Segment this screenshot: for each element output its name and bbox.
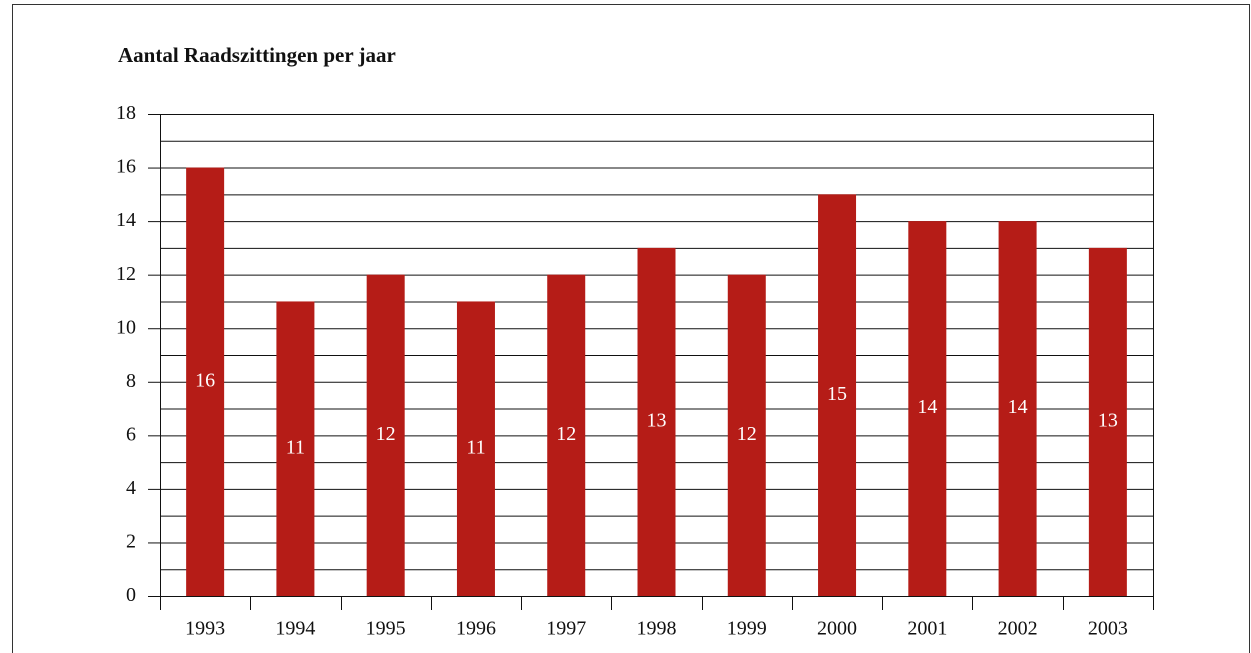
value-label: 12 [556,423,576,445]
x-tick-label: 1997 [546,618,586,640]
x-tick-label: 1999 [727,618,767,640]
x-tick-label: 1993 [185,618,225,640]
y-tick-label: 12 [116,263,136,285]
frame [12,4,1250,653]
y-tick-label: 18 [116,102,136,124]
bar [908,221,947,596]
bar [456,301,495,596]
x-tick-label: 2003 [1088,618,1128,640]
value-label: 12 [737,423,757,445]
x-tick-label: 2002 [998,618,1038,640]
value-label: 14 [1008,396,1028,418]
bar [1088,247,1127,596]
y-tick-label: 6 [126,423,136,445]
x-tick-label: 1998 [637,618,677,640]
x-tick-label: 1996 [456,618,496,640]
y-tick-label: 16 [116,156,136,178]
y-tick-label: 2 [126,531,136,553]
y-tick-label: 10 [116,316,136,338]
value-label: 14 [917,396,937,418]
value-label: 13 [647,410,667,432]
bar [998,221,1037,596]
y-tick-label: 14 [116,209,136,231]
x-tick-label: 2001 [907,618,947,640]
bar [547,274,586,596]
x-tick-label: 2000 [817,618,857,640]
bar [366,274,405,596]
value-label: 16 [195,369,215,391]
value-label: 11 [466,436,485,458]
y-tick-label: 8 [126,370,136,392]
value-label: 12 [376,423,396,445]
value-label: 11 [286,436,305,458]
bar [186,167,225,597]
x-tick-label: 1994 [275,618,315,640]
bar [276,301,315,596]
chart-title: Aantal Raadszittingen per jaar [118,43,396,67]
bar [727,274,766,596]
bar [637,247,676,596]
value-label: 13 [1098,410,1118,432]
y-tick-label: 4 [126,477,136,499]
bar [818,194,857,597]
y-tick-label: 0 [126,584,136,606]
value-label: 15 [827,383,847,405]
x-tick-label: 1995 [366,618,406,640]
